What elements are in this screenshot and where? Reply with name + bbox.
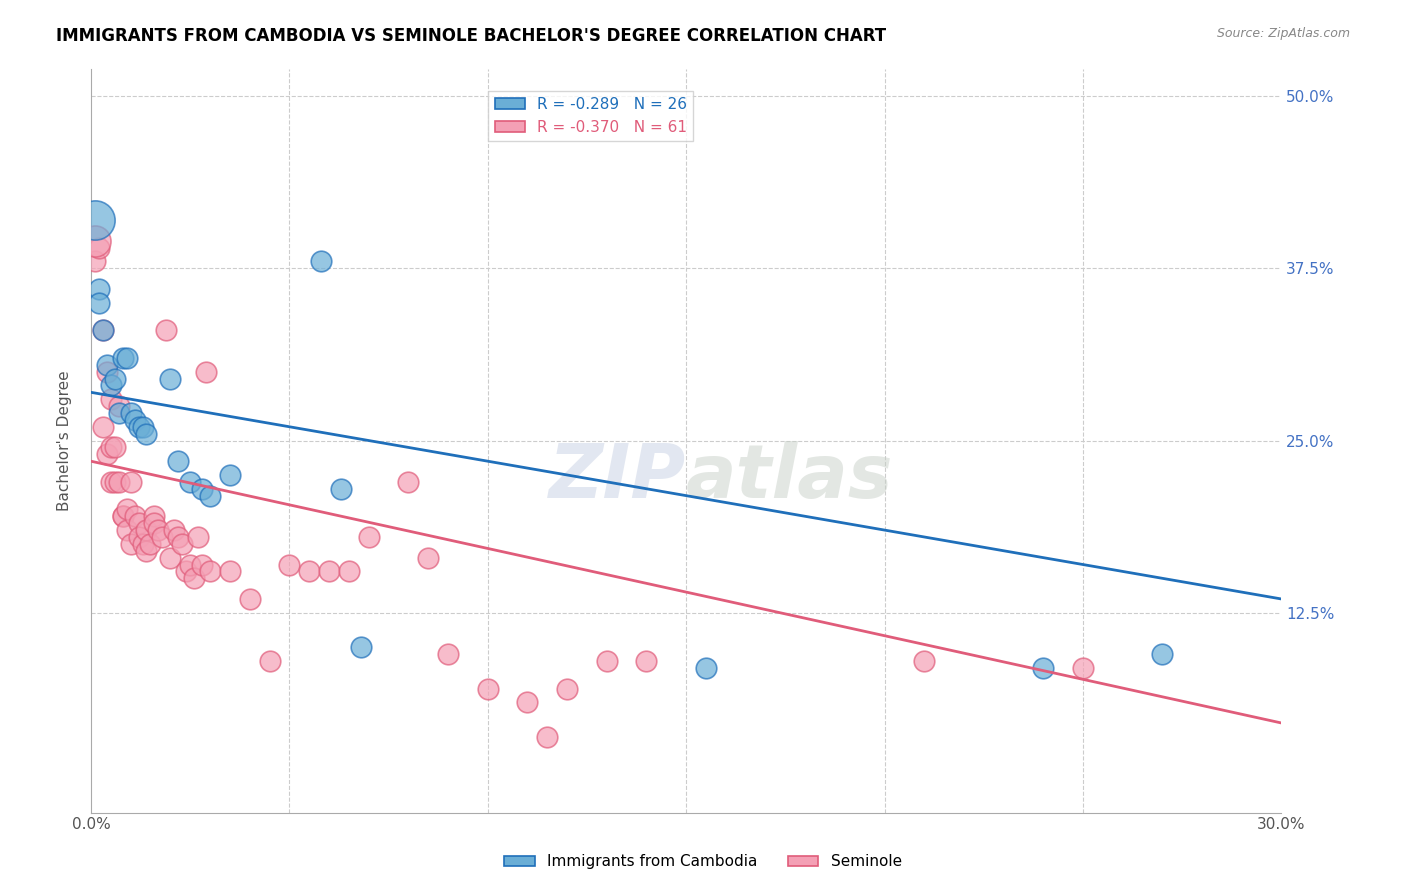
Point [100,378,122,392]
Point [104,371,127,385]
Point [139,537,162,551]
Point [198,565,221,579]
Point [259,654,281,668]
Text: Source: ZipAtlas.com: Source: ZipAtlas.com [1216,27,1350,40]
Point [128,530,150,544]
Point [91,419,114,434]
Point [111,351,134,365]
Point [107,406,129,420]
Point [128,419,150,434]
Point [100,475,122,489]
Point [218,565,240,579]
Legend: Immigrants from Cambodia, Seminole: Immigrants from Cambodia, Seminole [498,848,908,875]
Point [83,254,105,268]
Point [218,467,240,482]
Point [96,447,118,461]
Point [100,392,122,407]
Point [120,406,142,420]
Point [143,509,166,524]
Point [167,454,190,468]
Point [278,558,301,572]
Point [91,323,114,337]
Point [695,661,717,675]
Point [83,213,105,227]
Point [111,509,134,524]
Point [912,654,935,668]
Point [167,530,190,544]
Point [298,565,321,579]
Point [195,365,218,379]
Point [124,509,146,524]
Point [115,523,138,537]
Point [124,413,146,427]
Point [437,647,460,661]
Point [91,323,114,337]
Point [96,358,118,372]
Point [87,241,110,255]
Point [150,530,173,544]
Point [1071,661,1094,675]
Point [135,426,157,441]
Point [239,591,262,606]
Y-axis label: Bachelor's Degree: Bachelor's Degree [58,370,72,511]
Point [107,399,129,413]
Point [318,565,340,579]
Point [104,441,127,455]
Point [179,475,201,489]
Text: ZIP: ZIP [548,442,686,514]
Point [357,530,380,544]
Point [120,537,142,551]
Point [83,234,105,248]
Point [159,371,181,385]
Point [87,295,110,310]
Point [536,730,558,744]
Point [143,516,166,531]
Point [120,475,142,489]
Point [172,537,194,551]
Point [555,681,578,696]
Point [1032,661,1054,675]
Point [337,565,360,579]
Point [107,475,129,489]
Point [596,654,619,668]
Point [159,550,181,565]
Text: atlas: atlas [686,442,894,514]
Point [396,475,419,489]
Point [309,254,332,268]
Point [131,419,153,434]
Point [191,482,214,496]
Legend: R = -0.289   N = 26, R = -0.370   N = 61: R = -0.289 N = 26, R = -0.370 N = 61 [488,91,693,141]
Point [179,558,201,572]
Point [174,565,197,579]
Point [128,516,150,531]
Point [135,543,157,558]
Point [329,482,352,496]
Point [155,323,177,337]
Point [104,475,127,489]
Point [418,550,440,565]
Point [111,509,134,524]
Point [198,489,221,503]
Point [96,365,118,379]
Point [87,282,110,296]
Text: IMMIGRANTS FROM CAMBODIA VS SEMINOLE BACHELOR'S DEGREE CORRELATION CHART: IMMIGRANTS FROM CAMBODIA VS SEMINOLE BAC… [56,27,886,45]
Point [163,523,186,537]
Point [516,695,538,709]
Point [187,530,209,544]
Point [350,640,373,655]
Point [131,537,153,551]
Point [183,571,205,585]
Point [115,351,138,365]
Point [1152,647,1174,661]
Point [135,523,157,537]
Point [191,558,214,572]
Point [148,523,170,537]
Point [115,502,138,516]
Point [100,441,122,455]
Point [477,681,499,696]
Point [636,654,658,668]
